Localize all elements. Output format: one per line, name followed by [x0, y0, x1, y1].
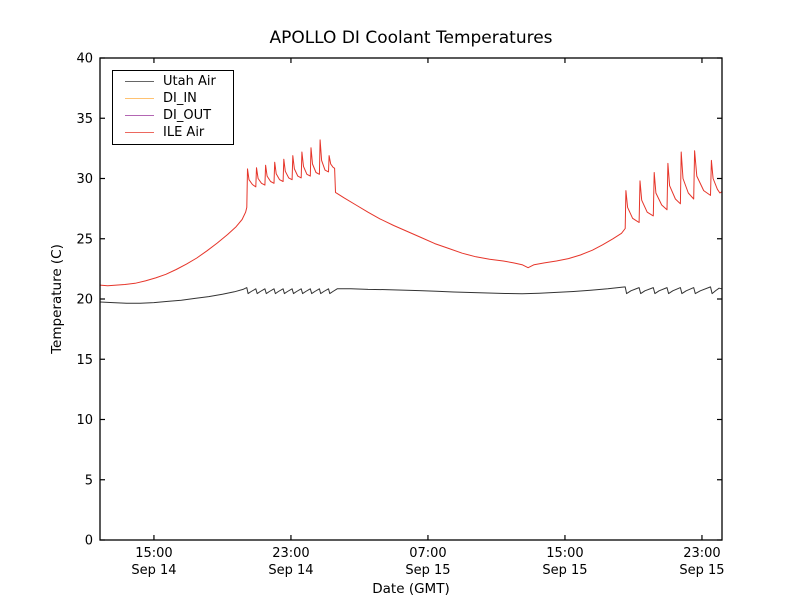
legend-swatch-di-out	[125, 115, 154, 116]
legend-item-ile-air: ILE Air	[113, 124, 233, 141]
legend-swatch-ile-air	[125, 132, 154, 133]
x-tick-time-label: 07:00	[409, 546, 446, 561]
legend-swatch-utah-air	[125, 81, 154, 82]
x-tick-date-label: Sep 14	[268, 563, 313, 578]
y-tick-label: 5	[85, 473, 93, 488]
legend-label-di-out: DI_OUT	[163, 108, 212, 123]
y-tick-label: 10	[76, 413, 93, 428]
x-tick-date-label: Sep 15	[405, 563, 450, 578]
y-tick-label: 35	[76, 112, 93, 127]
y-axis-label: Temperature (C)	[49, 244, 65, 354]
legend-item-di-out: DI_OUT	[113, 107, 233, 124]
y-tick-label: 25	[76, 232, 93, 247]
series-line-ile-air	[99, 139, 722, 287]
x-tick-date-label: Sep 15	[679, 563, 724, 578]
x-tick-time-label: 23:00	[683, 546, 720, 561]
x-tick-time-label: 23:00	[272, 546, 309, 561]
x-tick-time-label: 15:00	[135, 546, 172, 561]
series-line-utah-air	[99, 286, 722, 304]
x-axis-label: Date (GMT)	[372, 581, 450, 597]
y-tick-label: 20	[76, 293, 93, 308]
x-tick-date-label: Sep 15	[542, 563, 587, 578]
x-tick-date-label: Sep 14	[131, 563, 176, 578]
chart-title: APOLLO DI Coolant Temperatures	[269, 28, 553, 48]
y-tick-label: 40	[76, 52, 93, 67]
x-tick-time-label: 15:00	[546, 546, 583, 561]
legend-swatch-di-in	[125, 98, 154, 99]
y-tick-label: 15	[76, 353, 93, 368]
legend: Utah Air DI_IN DI_OUT ILE Air	[112, 70, 234, 145]
legend-item-utah-air: Utah Air	[113, 73, 233, 90]
y-tick-label: 30	[76, 172, 93, 187]
y-tick-label: 0	[85, 534, 93, 549]
legend-label-ile-air: ILE Air	[163, 125, 205, 140]
legend-label-di-in: DI_IN	[163, 91, 197, 106]
legend-item-di-in: DI_IN	[113, 90, 233, 107]
legend-label-utah-air: Utah Air	[163, 74, 216, 89]
